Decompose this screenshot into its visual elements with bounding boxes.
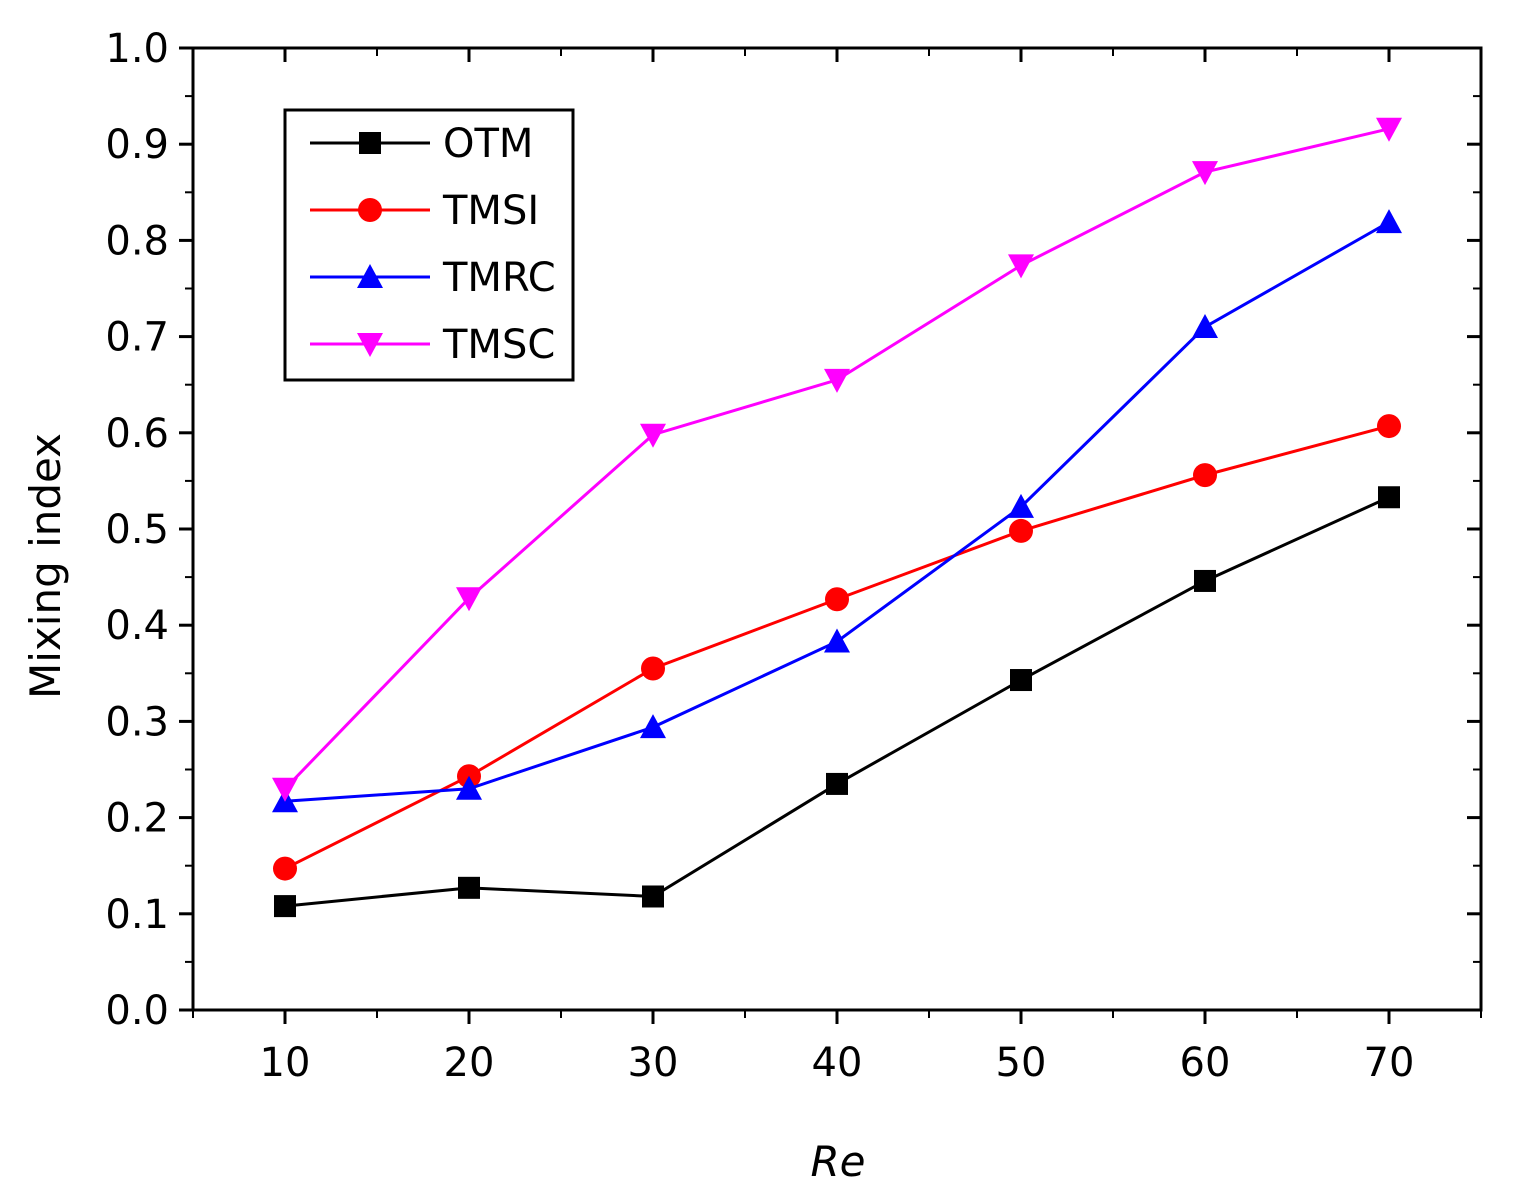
x-axis-title: Re: [810, 1137, 865, 1186]
data-point-tmsi: [273, 856, 297, 881]
x-tick-label: 30: [628, 1040, 679, 1086]
x-tick-label: 10: [260, 1040, 311, 1086]
y-tick-label: 0.7: [105, 315, 169, 361]
data-point-tmrc: [1376, 209, 1402, 234]
y-tick-label: 0.4: [105, 603, 169, 649]
data-point-tmrc: [1008, 493, 1034, 518]
data-point-tmsi: [825, 587, 849, 612]
x-tick-label: 40: [812, 1040, 863, 1086]
data-point-tmsi: [1009, 518, 1033, 543]
data-point-tmsc: [1192, 161, 1218, 186]
data-point-tmsc: [1376, 117, 1402, 142]
y-tick-label: 0.3: [105, 699, 169, 745]
y-tick-label: 0.1: [105, 892, 169, 938]
y-tick-label: 0.9: [105, 122, 169, 168]
y-tick-label: 0.6: [105, 411, 169, 457]
data-point-tmsi: [1193, 463, 1217, 488]
y-axis: 0.0 0.1 0.2 0.3 0.4 0.5 0.6 0.7 0.8 0.9 1.0: [105, 26, 1481, 1034]
data-point-tmsc: [824, 368, 850, 393]
data-point-tmsc: [1008, 254, 1034, 279]
data-point-tmsc: [272, 777, 298, 802]
data-point-tmsi: [1377, 414, 1401, 439]
x-tick-label: 70: [1364, 1040, 1415, 1086]
data-point-tmrc: [456, 775, 482, 800]
data-point-otm: [1010, 669, 1032, 692]
y-tick-label: 0.8: [105, 218, 169, 264]
legend-label-tmrc: TMRC: [442, 255, 556, 301]
legend: OTM TMSI TMRC TMSC: [283, 108, 575, 382]
legend-marker-tmsi: [358, 198, 382, 222]
legend-marker-otm: [359, 132, 381, 154]
y-tick-label: 0.5: [105, 507, 169, 553]
legend-marker-tmsc: [357, 333, 383, 357]
x-tick-label: 50: [996, 1040, 1047, 1086]
data-point-otm: [1194, 569, 1216, 592]
x-tick-label: 60: [1180, 1040, 1231, 1086]
y-tick-label: 1.0: [105, 26, 169, 72]
data-point-otm: [274, 895, 296, 918]
series-line-otm: [284, 495, 1390, 908]
data-point-otm: [1378, 486, 1400, 509]
series-layer: [272, 117, 1402, 918]
data-point-otm: [458, 876, 480, 899]
x-tick-label: 20: [444, 1040, 495, 1086]
data-point-tmrc: [640, 714, 666, 739]
legend-label-tmsi: TMSI: [442, 188, 539, 234]
data-point-tmrc: [1192, 313, 1218, 338]
y-tick-label: 0.0: [105, 988, 169, 1034]
data-point-tmsc: [640, 423, 666, 448]
data-point-tmsi: [641, 656, 665, 681]
y-axis-title: Mixing index: [21, 433, 70, 699]
legend-marker-tmrc: [357, 264, 383, 288]
data-point-otm: [642, 885, 664, 908]
legend-label-otm: OTM: [443, 121, 533, 167]
data-point-tmsc: [456, 587, 482, 612]
x-axis: 10 20 30 40 50 60 70: [192, 48, 1482, 1086]
legend-label-tmsc: TMSC: [442, 322, 555, 368]
y-tick-label: 0.2: [105, 796, 169, 842]
legend-box: [283, 108, 575, 382]
data-point-tmrc: [824, 628, 850, 653]
data-point-otm: [826, 772, 848, 795]
